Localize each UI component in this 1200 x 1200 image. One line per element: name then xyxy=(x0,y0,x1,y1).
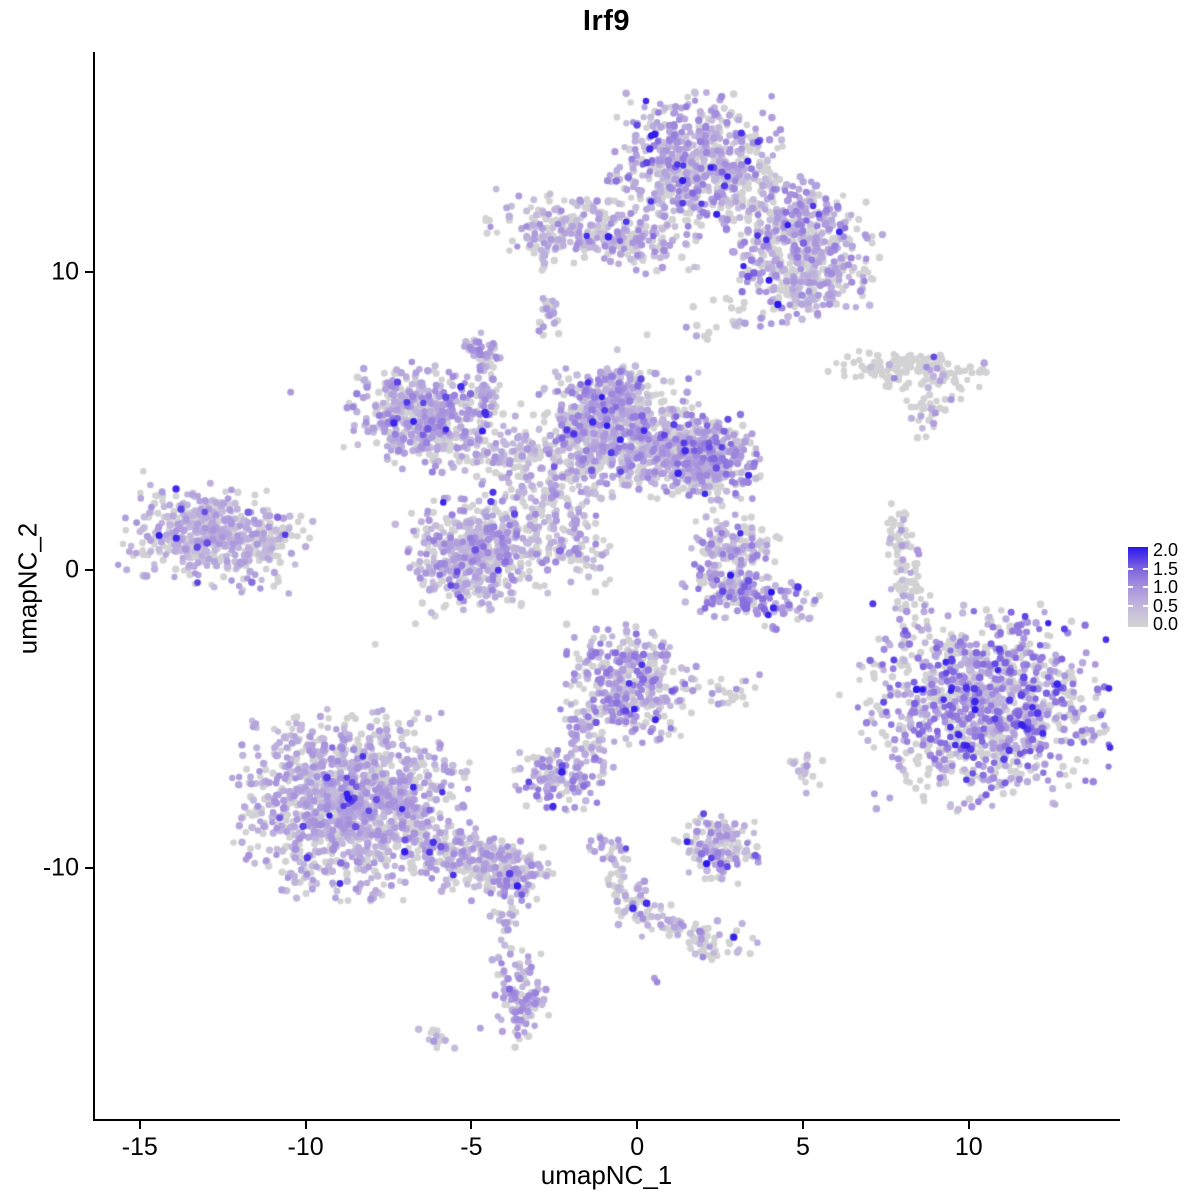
colorbar-value-label: 1.5 xyxy=(1153,558,1179,579)
x-axis-line xyxy=(93,1119,1120,1121)
x-tick-mark xyxy=(636,1121,639,1129)
y-axis-line xyxy=(93,52,95,1121)
umap-scatter-canvas xyxy=(95,52,1118,1119)
colorbar-tick xyxy=(1143,586,1148,588)
colorbar-tick xyxy=(1128,604,1133,607)
x-tick-mark xyxy=(470,1121,473,1129)
x-tick-mark xyxy=(138,1121,141,1129)
expression-colorbar-legend: 2.0 1.5 1.0 0.5 0.0 xyxy=(1128,541,1198,637)
colorbar-value-label: 1.0 xyxy=(1153,577,1179,597)
y-tick-label: 0 xyxy=(65,555,79,584)
colorbar-tick xyxy=(1128,586,1133,588)
colorbar-value-label: 0.5 xyxy=(1153,595,1179,616)
y-axis-title: umapNC_2 xyxy=(12,522,43,655)
colorbar-value-label: 0.0 xyxy=(1153,614,1179,634)
x-tick-mark xyxy=(967,1121,970,1129)
x-tick-label: -10 xyxy=(287,1133,324,1161)
y-tick-mark xyxy=(85,271,93,274)
colorbar-gradient xyxy=(1128,547,1148,627)
x-tick-label: 0 xyxy=(630,1133,645,1161)
colorbar-value-label: 2.0 xyxy=(1153,540,1179,560)
plot-title: Irf9 xyxy=(582,5,631,37)
x-tick-mark xyxy=(801,1121,804,1129)
x-tick-mark xyxy=(304,1121,307,1129)
colorbar-tick xyxy=(1143,567,1148,570)
x-tick-label: -15 xyxy=(121,1133,158,1161)
y-tick-mark xyxy=(85,568,93,571)
x-tick-label: 5 xyxy=(796,1133,810,1161)
y-tick-label: -10 xyxy=(42,853,79,881)
y-tick-label: 10 xyxy=(51,257,79,286)
x-tick-label: 10 xyxy=(954,1133,983,1161)
x-axis-title: umapNC_1 xyxy=(540,1160,673,1190)
colorbar-tick xyxy=(1143,604,1148,607)
y-tick-mark xyxy=(85,866,93,869)
colorbar-tick xyxy=(1128,567,1133,570)
x-tick-label: -5 xyxy=(460,1133,483,1161)
